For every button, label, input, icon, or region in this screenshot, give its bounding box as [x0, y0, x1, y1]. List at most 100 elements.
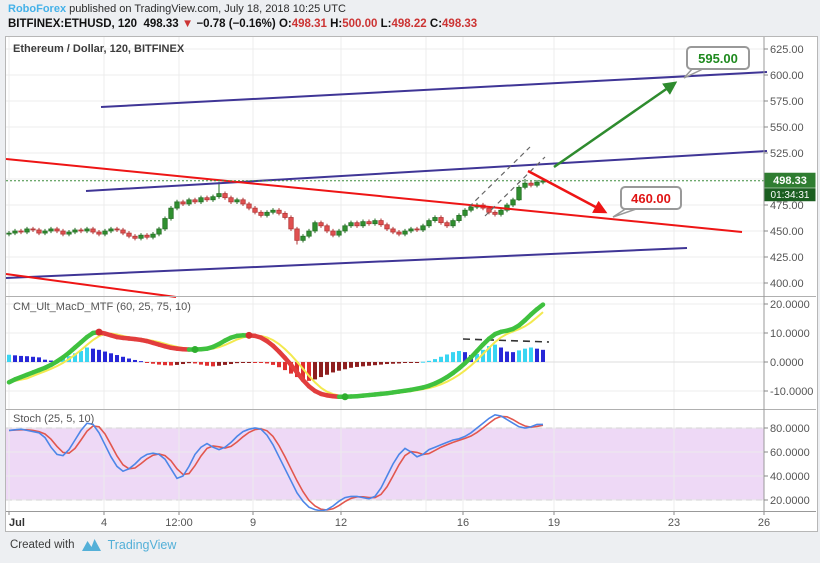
publish-text: published on TradingView.com, July 18, 2…	[66, 3, 346, 15]
svg-text:400.00: 400.00	[770, 278, 804, 290]
candle	[492, 210, 498, 217]
candle	[294, 226, 300, 245]
candle	[288, 215, 294, 231]
candles-layer	[6, 179, 546, 245]
svg-text:550.00: 550.00	[770, 122, 804, 134]
svg-text:60.0000: 60.0000	[770, 447, 810, 459]
close-value: 498.33	[442, 18, 478, 30]
candle	[390, 226, 396, 235]
candle	[396, 229, 402, 237]
candle	[528, 181, 534, 188]
target-label	[620, 186, 682, 210]
candle	[48, 226, 54, 234]
candle	[450, 218, 456, 228]
low-label: L:	[380, 18, 392, 30]
candle	[78, 227, 84, 234]
candle	[198, 195, 204, 204]
candle	[72, 227, 78, 235]
svg-text:19: 19	[548, 517, 560, 529]
svg-text:12: 12	[335, 517, 347, 529]
lower-red-line	[6, 273, 177, 298]
svg-text:525.00: 525.00	[770, 148, 804, 160]
candle	[324, 223, 330, 234]
candle	[102, 228, 108, 237]
candle	[420, 223, 426, 233]
candle	[414, 226, 420, 233]
candle	[84, 226, 90, 234]
candle	[456, 213, 462, 223]
candle	[204, 195, 210, 202]
candle	[522, 179, 528, 190]
arrows-layer	[527, 81, 678, 214]
chart-canvas: 625.00 600.00 575.00 550.00 525.00 475.00 450.…	[6, 37, 817, 531]
stoch-d-line	[8, 415, 544, 511]
publish-line: RoboForex published on TradingView.com, …	[8, 2, 477, 16]
candle	[342, 223, 348, 234]
candle	[282, 211, 288, 220]
svg-text:460.00: 460.00	[631, 191, 671, 206]
close-label: C:	[429, 18, 443, 30]
candle	[114, 226, 120, 233]
price-badge: 498.33 01:34:31	[764, 172, 816, 202]
candle	[60, 228, 66, 237]
svg-text:9: 9	[250, 517, 256, 529]
candle	[96, 229, 102, 237]
candle	[216, 182, 222, 199]
direction-arrow-icon: ▼	[181, 18, 194, 30]
candle	[372, 218, 378, 226]
stoch-pane-title: Stoch (25, 5, 10)	[13, 413, 94, 425]
channel-bottom-line	[6, 247, 688, 279]
candle	[432, 215, 438, 223]
candle	[66, 229, 72, 237]
publisher-link[interactable]: RoboForex	[8, 3, 67, 15]
candle	[234, 197, 240, 204]
high-value: 500.00	[342, 18, 378, 30]
candle	[156, 226, 162, 237]
candle	[90, 226, 96, 235]
candle	[426, 218, 432, 228]
candle	[300, 234, 306, 243]
candle	[132, 234, 138, 241]
candle	[336, 228, 342, 238]
svg-text:10.0000: 10.0000	[770, 328, 810, 340]
candle	[150, 232, 156, 240]
svg-text:425.00: 425.00	[770, 252, 804, 264]
stoch-k-line	[8, 413, 543, 512]
svg-text:20.0000: 20.0000	[770, 299, 810, 311]
candle	[228, 195, 234, 204]
tradingview-link[interactable]: TradingView	[107, 538, 177, 552]
open-label: O:	[278, 18, 292, 30]
attribution-footer: Created with TradingView	[10, 538, 176, 552]
candle	[408, 226, 414, 234]
candle	[438, 215, 444, 225]
candle	[168, 206, 174, 221]
macd-layer	[6, 302, 546, 401]
candle	[468, 205, 474, 213]
svg-text:450.00: 450.00	[770, 226, 804, 238]
candle	[240, 197, 246, 207]
candle	[186, 197, 192, 207]
svg-text:475.00: 475.00	[770, 200, 804, 212]
chart-container: 625.00 600.00 575.00 550.00 525.00 475.00 450.…	[5, 36, 818, 532]
macd-dashed-level	[462, 338, 550, 343]
bullish-target-arrow	[553, 81, 678, 169]
high-label: H:	[330, 18, 343, 30]
created-with-text: Created with	[10, 539, 75, 551]
macd-signal-line	[8, 311, 544, 398]
candle	[378, 218, 384, 227]
svg-text:4: 4	[101, 517, 107, 529]
candle	[162, 216, 168, 231]
candle	[192, 197, 198, 204]
svg-text:23: 23	[668, 517, 680, 529]
candle	[534, 180, 540, 188]
svg-text:575.00: 575.00	[770, 96, 804, 108]
svg-text:600.00: 600.00	[770, 70, 804, 82]
svg-text:40.0000: 40.0000	[770, 471, 810, 483]
candle	[252, 206, 258, 215]
candle	[180, 199, 186, 207]
price-change: −0.78 (−0.16%)	[196, 18, 276, 30]
last-price: 498.33	[143, 18, 179, 30]
price-pane-title: Ethereum / Dollar, 120, BITFINEX	[13, 43, 185, 55]
channel-top-line	[100, 71, 768, 108]
candle	[24, 226, 30, 235]
